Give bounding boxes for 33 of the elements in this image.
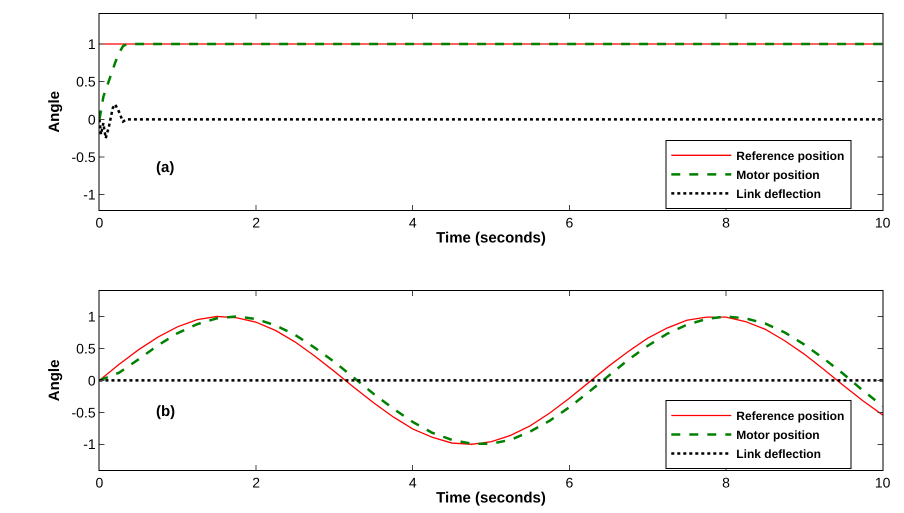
x-tick-label: 8 bbox=[722, 474, 730, 491]
y-tick-label: -1 bbox=[83, 436, 96, 452]
y-tick-label: 1 bbox=[88, 36, 96, 52]
annotation: (b) bbox=[156, 403, 176, 420]
legend-label: Link deflection bbox=[736, 187, 821, 202]
y-tick-label: 0.5 bbox=[76, 340, 96, 356]
y-tick-label: 0.5 bbox=[76, 74, 96, 90]
x-tick-label: 4 bbox=[408, 214, 417, 231]
legend-label: Reference position bbox=[736, 409, 844, 424]
x-axis-title: Time (seconds) bbox=[436, 490, 546, 507]
x-tick-label: 6 bbox=[565, 474, 574, 491]
x-tick-label: 2 bbox=[252, 214, 260, 231]
y-axis-title: Angle bbox=[46, 360, 63, 402]
y-axis-title: Angle bbox=[46, 91, 63, 133]
y-tick-label: -0.5 bbox=[72, 404, 96, 420]
legend-label: Motor position bbox=[736, 168, 820, 182]
x-tick-label: 8 bbox=[722, 214, 730, 231]
legend-label: Motor position bbox=[736, 428, 820, 442]
y-tick-label: 0 bbox=[88, 372, 96, 388]
y-tick-label: 0 bbox=[88, 111, 96, 128]
x-tick-label: 2 bbox=[252, 474, 260, 491]
line-series bbox=[99, 42, 883, 121]
x-tick-label: 4 bbox=[408, 474, 417, 491]
annotation: (a) bbox=[156, 159, 174, 176]
y-tick-label: 1 bbox=[88, 308, 96, 324]
x-tick-label: 10 bbox=[874, 214, 891, 231]
legend-label: Link deflection bbox=[736, 447, 821, 462]
x-tick-label: 6 bbox=[565, 214, 574, 231]
legend-label: Reference position bbox=[736, 149, 844, 164]
x-axis-title: Time (seconds) bbox=[436, 230, 546, 247]
x-tick-label: 10 bbox=[874, 474, 891, 491]
y-tick-label: -1 bbox=[83, 186, 96, 203]
y-tick-label: -0.5 bbox=[72, 148, 96, 165]
